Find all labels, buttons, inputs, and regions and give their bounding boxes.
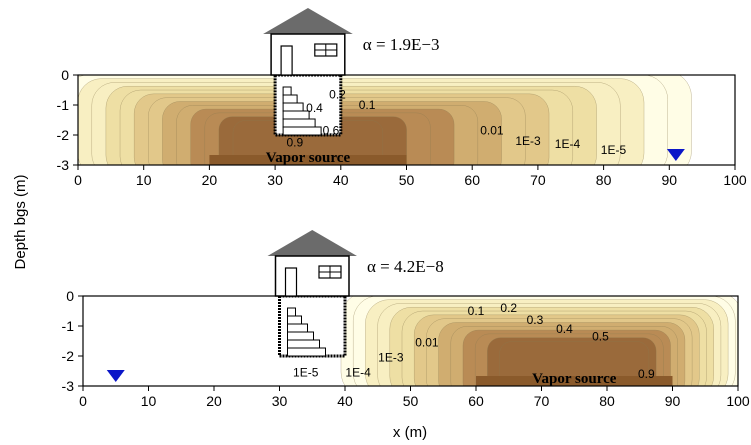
water-table-marker bbox=[106, 370, 125, 382]
contour-label: 0.01 bbox=[415, 336, 439, 350]
stair-step bbox=[287, 331, 314, 341]
stair-step bbox=[282, 118, 316, 128]
x-tick-label: 50 bbox=[399, 172, 415, 188]
contour-band bbox=[499, 341, 650, 386]
contour-label: 1E-5 bbox=[601, 143, 627, 157]
x-tick-label: 80 bbox=[596, 172, 612, 188]
contour-label: 0.1 bbox=[468, 304, 485, 318]
water-table-marker bbox=[666, 149, 685, 161]
y-tick-label: -2 bbox=[57, 127, 70, 143]
plot-area: Vapor source bbox=[78, 75, 735, 166]
y-axis-label: Depth bgs (m) bbox=[12, 174, 29, 269]
x-tick-label: 30 bbox=[272, 393, 288, 409]
x-axis-label: x (m) bbox=[393, 424, 427, 441]
contour-label: 1E-3 bbox=[378, 351, 404, 365]
house-roof bbox=[263, 8, 353, 34]
panel-top: Vapor source α = 1.9E−3 0.9 0.60.4 0.2 0.1 0.0… bbox=[57, 8, 747, 188]
x-tick-label: 0 bbox=[79, 393, 87, 409]
contour-label: 0.2 bbox=[500, 301, 517, 315]
contour-label: 0.5 bbox=[592, 330, 609, 344]
vapor-source bbox=[209, 155, 407, 165]
vapor-source bbox=[476, 376, 673, 386]
house-door bbox=[280, 45, 293, 76]
contour-label: 0.4 bbox=[556, 322, 573, 336]
contour-label: 0.4 bbox=[306, 101, 323, 115]
stair-step bbox=[282, 94, 298, 104]
x-tick-label: 80 bbox=[599, 393, 615, 409]
vapor-source-label: Vapor source bbox=[266, 150, 351, 166]
x-tick-label: 100 bbox=[723, 172, 747, 188]
x-tick-label: 60 bbox=[468, 393, 484, 409]
panel-bottom: Vapor source α = 4.2E−8 0.9 0.5 0.4 0.3 0.2 0.1… bbox=[62, 230, 750, 409]
contour-label: 0.01 bbox=[480, 124, 504, 138]
x-tick-label: 60 bbox=[464, 172, 480, 188]
x-tick-label: 30 bbox=[267, 172, 283, 188]
y-tick-label: -3 bbox=[57, 157, 70, 173]
contour-label: 0.2 bbox=[329, 88, 346, 102]
stair-step bbox=[287, 307, 296, 317]
stair-step bbox=[287, 315, 302, 325]
vapor-source-label: Vapor source bbox=[532, 371, 617, 387]
contour-label: 1E-4 bbox=[555, 137, 581, 151]
x-tick-label: 70 bbox=[534, 393, 550, 409]
contour-label: 1E-5 bbox=[293, 366, 319, 380]
x-tick-label: 20 bbox=[206, 393, 222, 409]
x-tick-label: 10 bbox=[141, 393, 157, 409]
alpha-label: α = 1.9E−3 bbox=[363, 35, 440, 54]
alpha-label: α = 4.2E−8 bbox=[367, 257, 444, 276]
stair-step bbox=[282, 86, 292, 96]
x-tick-label: 20 bbox=[202, 172, 218, 188]
plot-area: Vapor source bbox=[83, 296, 738, 387]
contour-label: 0.3 bbox=[527, 313, 544, 327]
house-roof bbox=[267, 230, 357, 256]
y-tick-label: -1 bbox=[62, 318, 75, 334]
contour-label: 0.9 bbox=[286, 136, 303, 150]
x-tick-label: 10 bbox=[136, 172, 152, 188]
x-tick-label: 90 bbox=[662, 172, 678, 188]
stair-step bbox=[282, 102, 304, 112]
y-tick-label: 0 bbox=[66, 288, 74, 304]
x-tick-label: 0 bbox=[74, 172, 82, 188]
house-door bbox=[284, 267, 298, 297]
x-tick-label: 70 bbox=[530, 172, 546, 188]
y-tick-label: 0 bbox=[61, 67, 69, 83]
contour-label: 0.6 bbox=[323, 124, 340, 138]
y-tick-label: -1 bbox=[57, 97, 70, 113]
x-tick-label: 100 bbox=[726, 393, 750, 409]
stair-step bbox=[287, 339, 320, 349]
contour-label: 1E-4 bbox=[345, 366, 371, 380]
x-tick-label: 50 bbox=[403, 393, 419, 409]
contour-label: 0.9 bbox=[638, 367, 655, 381]
x-tick-label: 40 bbox=[337, 393, 353, 409]
stair-step bbox=[282, 126, 322, 136]
contour-label: 0.1 bbox=[359, 98, 376, 112]
x-tick-label: 40 bbox=[333, 172, 349, 188]
y-tick-label: -3 bbox=[62, 378, 75, 394]
x-tick-label: 90 bbox=[665, 393, 681, 409]
contour-label: 1E-3 bbox=[515, 134, 541, 148]
stair-step bbox=[287, 347, 326, 357]
y-tick-label: -2 bbox=[62, 348, 75, 364]
stair-step bbox=[287, 323, 308, 333]
